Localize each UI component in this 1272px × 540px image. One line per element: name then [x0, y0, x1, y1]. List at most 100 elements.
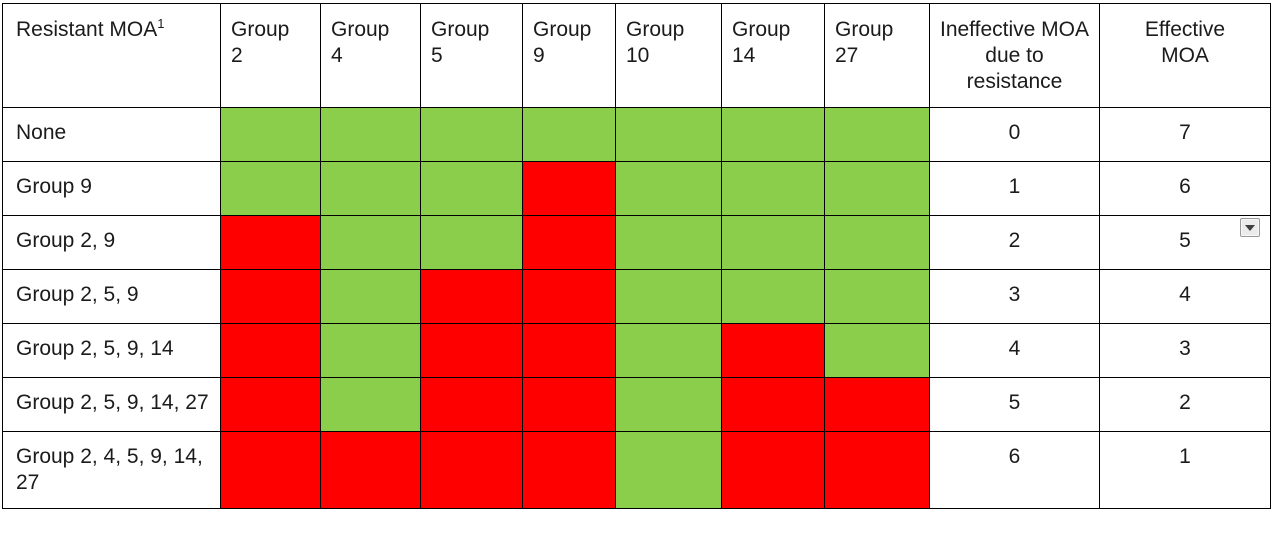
column-header-group: Group 4 — [320, 3, 421, 108]
moa-status-cell-ineffective — [522, 431, 616, 509]
effective-count: 1 — [1099, 431, 1271, 509]
resistant-moa-value: Group 2, 5, 9, 14 — [2, 323, 221, 378]
moa-resistance-table: Resistant MOA1 Group 2 Group 4 Group 5 Grou… — [2, 3, 1271, 509]
moa-status-cell-effective — [615, 431, 722, 509]
moa-status-cell-ineffective — [220, 323, 321, 378]
moa-status-cell-ineffective — [522, 323, 616, 378]
moa-status-cell-effective — [420, 161, 523, 216]
resistant-moa-value: Group 2, 5, 9, 14, 27 — [2, 377, 221, 432]
ineffective-count: 0 — [929, 107, 1100, 162]
resistant-moa-value: Group 2, 5, 9 — [2, 269, 221, 324]
moa-status-cell-effective — [615, 323, 722, 378]
moa-status-cell-ineffective — [824, 377, 930, 432]
moa-status-cell-effective — [615, 377, 722, 432]
column-header-group: Group 2 — [220, 3, 321, 108]
resistant-moa-value: Group 2, 4, 5, 9, 14, 27 — [2, 431, 221, 509]
ineffective-count: 3 — [929, 269, 1100, 324]
column-header-group: Group 14 — [721, 3, 825, 108]
moa-status-cell-effective — [721, 215, 825, 270]
moa-status-cell-effective — [615, 269, 722, 324]
moa-status-cell-effective — [320, 377, 421, 432]
moa-status-cell-effective — [420, 215, 523, 270]
table-row: Group 2, 5, 9 3 4 — [2, 269, 1271, 324]
chevron-down-icon — [1245, 224, 1255, 231]
moa-status-cell-effective — [320, 323, 421, 378]
effective-count-value: 3 — [1179, 337, 1191, 360]
ineffective-count: 6 — [929, 431, 1100, 509]
moa-status-cell-effective — [615, 215, 722, 270]
moa-status-cell-effective — [824, 107, 930, 162]
moa-status-cell-effective — [824, 269, 930, 324]
moa-status-cell-ineffective — [824, 431, 930, 509]
column-header-group: Group 27 — [824, 3, 930, 108]
footnote-superscript: 1 — [157, 16, 165, 31]
moa-status-cell-ineffective — [420, 269, 523, 324]
effective-moa-header-label: Effective MOA — [1144, 18, 1226, 67]
moa-status-cell-effective — [320, 215, 421, 270]
dropdown-button[interactable] — [1240, 218, 1260, 237]
moa-status-cell-ineffective — [320, 431, 421, 509]
table-row: Group 2, 5, 9, 14 4 3 — [2, 323, 1271, 378]
moa-status-cell-ineffective — [420, 377, 523, 432]
moa-status-cell-effective — [320, 161, 421, 216]
column-header-group: Group 10 — [615, 3, 722, 108]
table-row: Group 2, 4, 5, 9, 14, 27 6 1 — [2, 431, 1271, 509]
moa-status-cell-effective — [320, 107, 421, 162]
resistant-moa-value: Group 2, 9 — [2, 215, 221, 270]
moa-status-cell-effective — [615, 107, 722, 162]
group-header-label: Group 5 — [431, 18, 490, 67]
moa-status-cell-effective — [721, 161, 825, 216]
column-header-ineffective-moa: Ineffective MOA due to resistance — [929, 3, 1100, 108]
ineffective-count: 1 — [929, 161, 1100, 216]
moa-status-cell-effective — [721, 107, 825, 162]
group-header-label: Group 10 — [626, 18, 685, 67]
effective-count: 5 — [1099, 215, 1271, 270]
table-header-row: Resistant MOA1 Group 2 Group 4 Group 5 Grou… — [2, 3, 1271, 108]
effective-count-value: 5 — [1179, 229, 1191, 252]
effective-count-value: 4 — [1179, 283, 1191, 306]
effective-count-value: 2 — [1179, 391, 1191, 414]
moa-status-cell-effective — [220, 107, 321, 162]
resistant-moa-value: Group 9 — [2, 161, 221, 216]
moa-status-cell-ineffective — [721, 323, 825, 378]
moa-status-cell-effective — [220, 161, 321, 216]
resistant-moa-value: None — [2, 107, 221, 162]
moa-status-cell-ineffective — [721, 377, 825, 432]
moa-status-cell-ineffective — [522, 269, 616, 324]
moa-status-cell-ineffective — [420, 323, 523, 378]
effective-count: 3 — [1099, 323, 1271, 378]
moa-status-cell-ineffective — [522, 215, 616, 270]
group-header-label: Group 14 — [732, 18, 791, 67]
moa-status-cell-effective — [522, 107, 616, 162]
group-header-label: Group 9 — [533, 18, 592, 67]
moa-status-cell-effective — [824, 215, 930, 270]
column-header-resistant-moa: Resistant MOA1 — [2, 3, 221, 108]
moa-status-cell-effective — [615, 161, 722, 216]
group-header-label: Group 2 — [231, 18, 290, 67]
moa-status-cell-ineffective — [721, 431, 825, 509]
ineffective-count: 5 — [929, 377, 1100, 432]
moa-status-cell-effective — [824, 161, 930, 216]
column-header-group: Group 9 — [522, 3, 616, 108]
column-header-group: Group 5 — [420, 3, 523, 108]
ineffective-count: 4 — [929, 323, 1100, 378]
ineffective-count: 2 — [929, 215, 1100, 270]
table-row: Group 2, 9 2 5 — [2, 215, 1271, 270]
moa-status-cell-ineffective — [220, 215, 321, 270]
column-header-effective-moa: Effective MOA — [1099, 3, 1271, 108]
moa-status-cell-ineffective — [522, 161, 616, 216]
moa-status-cell-ineffective — [522, 377, 616, 432]
moa-status-cell-ineffective — [220, 431, 321, 509]
group-header-label: Group 4 — [331, 18, 390, 67]
resistant-moa-header-label: Resistant MOA — [16, 18, 158, 41]
moa-status-cell-ineffective — [220, 269, 321, 324]
moa-status-cell-effective — [320, 269, 421, 324]
effective-count: 2 — [1099, 377, 1271, 432]
effective-count-value: 6 — [1179, 175, 1191, 198]
group-header-label: Group 27 — [835, 18, 894, 67]
effective-count: 7 — [1099, 107, 1271, 162]
effective-count: 6 — [1099, 161, 1271, 216]
effective-count-value: 1 — [1179, 445, 1191, 468]
effective-count-value: 7 — [1179, 121, 1191, 144]
moa-status-cell-ineffective — [220, 377, 321, 432]
